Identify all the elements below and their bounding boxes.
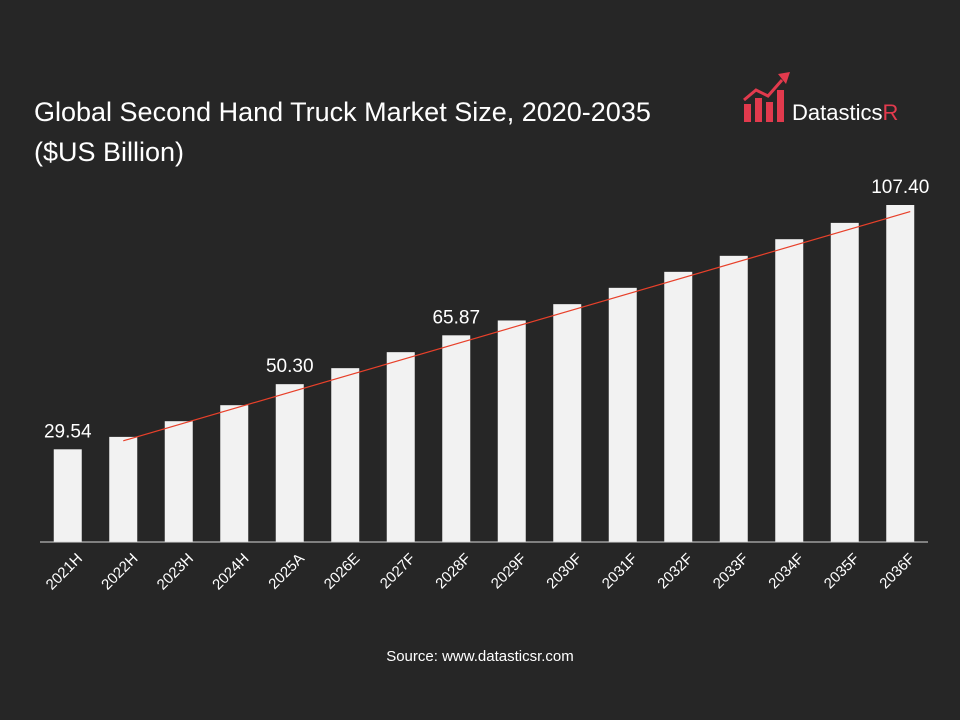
x-tick-label-2035F: 2035F [821, 550, 863, 592]
x-tick-label-2034F: 2034F [765, 550, 807, 592]
x-tick-label-2028F: 2028F [432, 550, 474, 592]
bar-2036F [886, 205, 915, 542]
data-label-2025A: 50.30 [266, 356, 314, 377]
chart-title-line2: ($US Billion) [34, 137, 185, 167]
x-tick-label-2026E: 2026E [321, 550, 364, 593]
logo-wordmark: DatasticsR [792, 100, 898, 126]
x-tick-label-2023H: 2023H [154, 550, 197, 593]
data-label-2028F: 65.87 [432, 307, 480, 328]
bar-2021H [53, 449, 82, 542]
bar-2028F [442, 335, 471, 542]
logo-accent: R [882, 100, 899, 125]
x-tick-label-2030F: 2030F [543, 550, 585, 592]
x-tick-label-2021H: 2021H [43, 550, 86, 593]
x-tick-label-2036F: 2036F [876, 550, 918, 592]
bar-2022H [109, 436, 138, 542]
bar-2032F [664, 271, 693, 542]
bar-2024H [220, 405, 249, 542]
source-note: Source: www.datasticsr.com [386, 648, 574, 665]
x-tick-label-2022H: 2022H [98, 550, 141, 593]
chart-title-line1: Global Second Hand Truck Market Size, 20… [34, 97, 651, 127]
bar-2030F [553, 304, 582, 542]
x-tick-label-2031F: 2031F [599, 550, 641, 592]
x-tick-label-2027F: 2027F [377, 550, 419, 592]
bar-2027F [386, 352, 415, 542]
x-tick-label-2024H: 2024H [209, 550, 252, 593]
bar-chart-arrow-icon [743, 72, 790, 122]
bar-2023H [164, 421, 193, 542]
bar-2035F [830, 222, 859, 542]
x-tick-label-2029F: 2029F [488, 550, 530, 592]
bar-2031F [608, 287, 637, 542]
data-label-2021H: 29.54 [44, 421, 92, 442]
bar-2026E [331, 368, 360, 542]
logo-name: Datastics [792, 100, 883, 125]
x-tick-label-2032F: 2032F [654, 550, 696, 592]
bar-2034F [775, 239, 804, 543]
datasticsr-logo: DatasticsR [742, 70, 932, 130]
chart-title: Global Second Hand Truck Market Size, 20… [34, 92, 734, 172]
bar-2033F [719, 255, 748, 542]
x-tick-label-2033F: 2033F [710, 550, 752, 592]
bar-2025A [275, 384, 304, 542]
data-label-2036F: 107.40 [871, 177, 929, 198]
bar-2029F [497, 320, 526, 542]
x-tick-label-2025A: 2025A [265, 550, 308, 593]
trend-line [123, 210, 911, 442]
